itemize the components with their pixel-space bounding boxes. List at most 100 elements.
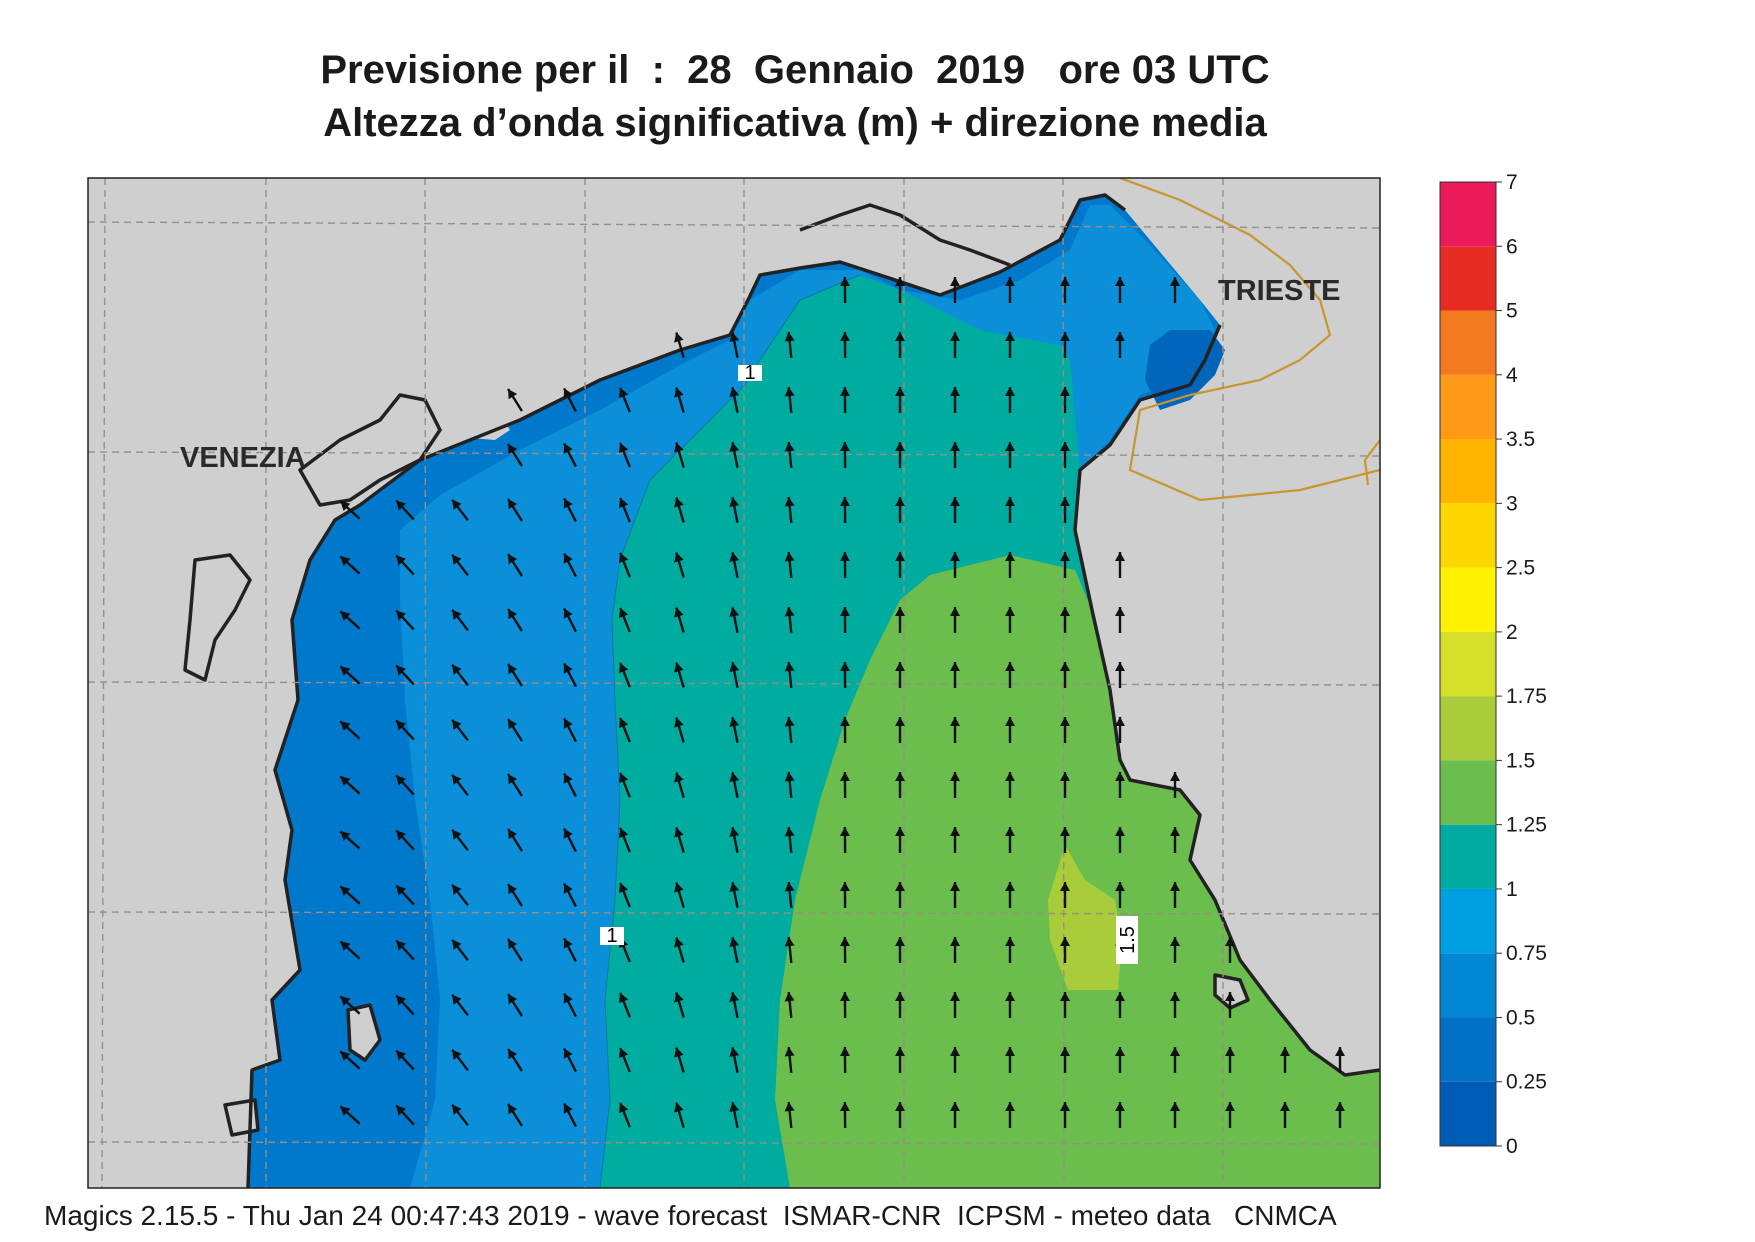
wave-direction-arrow — [618, 827, 631, 853]
svg-text:1.5: 1.5 — [1117, 926, 1139, 954]
city-label-trieste: TRIESTE — [1218, 275, 1340, 307]
wave-direction-arrow — [339, 1105, 361, 1125]
wave-direction-arrow — [1170, 827, 1180, 853]
wave-direction-arrow — [507, 938, 523, 962]
wave-direction-arrow — [1115, 992, 1125, 1018]
wave-direction-arrow — [451, 773, 469, 797]
wave-direction-arrow — [1005, 442, 1015, 468]
wave-direction-arrow — [950, 1047, 960, 1073]
wave-direction-arrow — [1170, 882, 1180, 908]
wave-direction-arrow — [729, 1102, 740, 1128]
wave-direction-arrow — [395, 884, 415, 906]
wave-direction-arrow — [1170, 1102, 1180, 1128]
wave-direction-arrow — [1225, 992, 1235, 1018]
wave-direction-arrow — [950, 882, 960, 908]
wave-direction-arrow — [1060, 387, 1070, 413]
colorbar-label: 1.25 — [1506, 814, 1547, 837]
colorbar-segment — [1440, 567, 1496, 632]
wave-direction-arrow — [950, 992, 960, 1018]
wave-direction-arrow — [729, 552, 740, 578]
colorbar-label: 7 — [1506, 171, 1518, 194]
wave-direction-arrow — [563, 662, 577, 688]
forecast-date-title: Previsione per il : 28 Gennaio 2019 ore … — [320, 48, 1270, 92]
wave-direction-arrow — [1005, 387, 1015, 413]
wave-direction-arrow — [950, 717, 960, 743]
wave-direction-arrow — [950, 772, 960, 798]
wave-direction-arrow — [395, 554, 415, 576]
wave-direction-arrow — [1005, 607, 1015, 633]
wave-direction-arrow — [839, 661, 850, 689]
wave-direction-arrow — [674, 497, 685, 523]
wave-direction-arrow — [451, 608, 469, 632]
wave-direction-arrow — [1005, 937, 1015, 963]
wave-direction-arrow — [1005, 1102, 1015, 1128]
colorbar-label: 0 — [1506, 1135, 1518, 1158]
wave-direction-arrow — [1225, 1102, 1235, 1128]
wave-direction-arrow — [1005, 497, 1015, 523]
wave-direction-arrow — [839, 441, 850, 469]
wave-direction-arrow — [729, 332, 740, 358]
wave-direction-arrow — [395, 499, 415, 521]
wave-direction-arrow — [1115, 772, 1125, 798]
colorbar-segment — [1440, 310, 1496, 375]
wave-direction-arrow — [895, 772, 905, 798]
wave-direction-arrow — [339, 610, 361, 630]
wave-direction-arrow — [839, 331, 850, 359]
wave-direction-arrow — [1115, 552, 1125, 578]
wave-direction-arrow — [451, 553, 469, 577]
wave-direction-arrow — [895, 387, 905, 413]
wave-direction-arrow — [507, 663, 523, 687]
wave-direction-arrow — [1060, 882, 1070, 908]
colorbar-label: 1.5 — [1506, 749, 1535, 772]
wave-direction-arrow — [729, 607, 740, 633]
wave-direction-arrow — [563, 497, 577, 523]
wave-direction-arrow — [839, 716, 850, 744]
contour-label: 1.5 — [1116, 916, 1139, 964]
wave-direction-arrow — [451, 1103, 469, 1127]
wave-direction-arrow — [1005, 332, 1015, 358]
wave-direction-arrow — [1060, 717, 1070, 743]
footer-credits: Magics 2.15.5 - Thu Jan 24 00:47:43 2019… — [44, 1200, 1337, 1231]
peninsula — [800, 205, 1010, 285]
wave-direction-arrow — [1005, 277, 1015, 303]
wave-direction-arrow — [950, 277, 960, 303]
wave-direction-arrow — [507, 993, 523, 1017]
wave-direction-arrow — [1005, 992, 1015, 1018]
wave-direction-arrow — [895, 827, 905, 853]
wave-direction-arrow — [1115, 662, 1125, 688]
wave-direction-arrow — [839, 551, 850, 579]
wave-direction-arrow — [729, 387, 740, 413]
wave-direction-arrow — [563, 1102, 577, 1128]
wave-direction-arrow — [674, 607, 685, 633]
wave-direction-arrow — [339, 775, 361, 795]
wave-direction-arrow — [563, 827, 577, 853]
wave-direction-arrow — [1060, 442, 1070, 468]
wave-direction-arrow — [1005, 772, 1015, 798]
wave-direction-arrow — [618, 607, 631, 633]
wave-direction-arrow — [1170, 772, 1180, 798]
wave-direction-arrow — [395, 664, 415, 686]
wave-direction-arrow — [395, 774, 415, 796]
wave-direction-arrow — [451, 883, 469, 907]
wave-direction-arrow — [563, 607, 577, 633]
wave-direction-arrow — [618, 442, 631, 468]
wave-direction-arrow — [1115, 827, 1125, 853]
wave-direction-arrow — [563, 717, 577, 743]
sea-band-0-25 — [1145, 330, 1225, 410]
wave-direction-arrow — [1005, 1047, 1015, 1073]
wave-direction-arrow — [1005, 827, 1015, 853]
wave-direction-arrow — [1170, 937, 1180, 963]
colorbar-label: 2 — [1506, 621, 1518, 644]
wave-direction-arrow — [563, 772, 577, 798]
wave-direction-arrow — [618, 772, 631, 798]
contour-label: 1 — [738, 362, 762, 384]
wave-direction-arrow — [729, 882, 740, 908]
wave-direction-arrow — [784, 551, 795, 579]
wave-direction-arrow — [1170, 992, 1180, 1018]
wave-direction-arrow — [451, 938, 469, 962]
colorbar-segment — [1440, 953, 1496, 1018]
wave-direction-arrow — [618, 552, 631, 578]
wave-direction-arrow — [839, 826, 850, 854]
wave-direction-arrow — [784, 991, 795, 1019]
